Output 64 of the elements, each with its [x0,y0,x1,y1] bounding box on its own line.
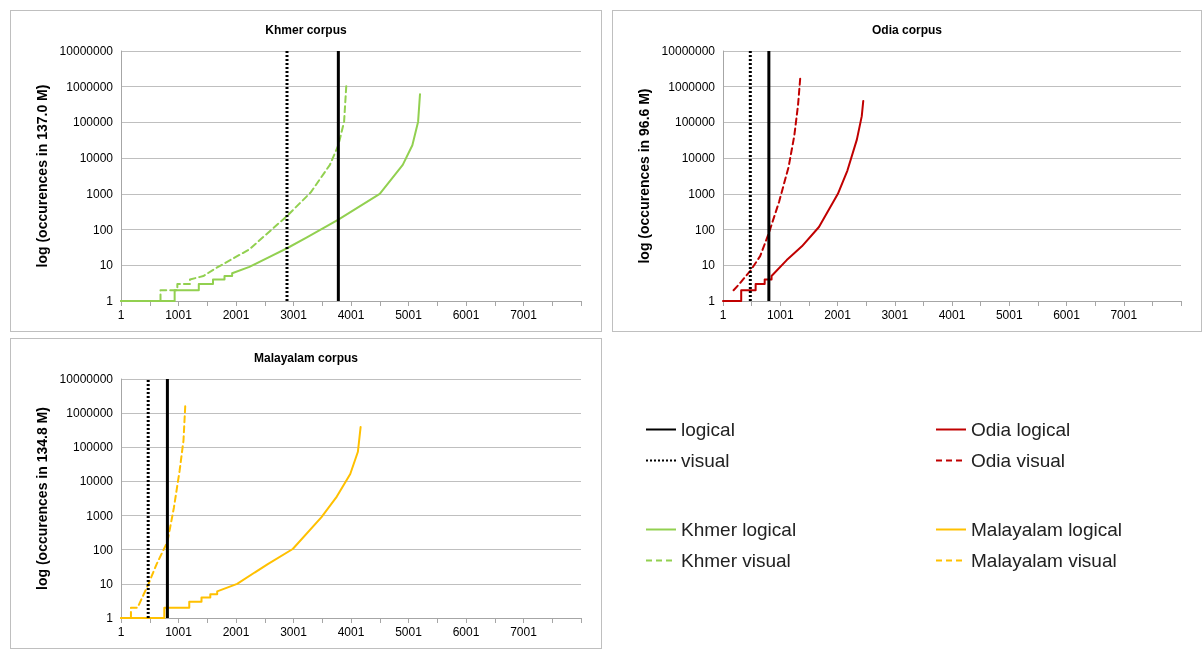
x-tick-label: 3001 [280,308,308,322]
x-tick-label: 1001 [165,308,193,322]
x-tick-label: 6001 [452,625,480,639]
y-tick-label: 10 [99,576,114,591]
y-axis-title: log (occurences in 134.8 M) [33,407,50,590]
y-tick-label: 1000 [86,508,114,523]
y-tick-label: 1000 [688,186,716,201]
x-tick-label: 4001 [337,308,365,322]
x-tick-label: 5001 [995,308,1023,322]
legend-label: Odia visual [971,450,1065,471]
chart-title: Odia corpus [871,23,943,37]
line-series [732,75,802,292]
x-tick-label: 4001 [337,625,365,639]
x-tick-label: 4001 [938,308,966,322]
x-tick-label: 1 [719,308,727,322]
y-tick-label: 1 [106,611,114,625]
y-tick-label: 100 [92,222,114,237]
legend-label: visual [681,450,730,471]
x-tick-label: 2001 [824,308,852,322]
x-tick-label: 6001 [452,308,480,322]
y-tick-label: 10000000 [59,44,114,58]
x-tick-label: 7001 [1110,308,1138,322]
y-tick-label: 1000 [86,186,114,201]
x-tick-label: 2001 [222,308,250,322]
y-tick-label: 1 [708,294,716,308]
line-series [722,99,865,302]
y-tick-label: 1000000 [66,406,114,421]
x-tick-label: 1 [117,308,125,322]
legend-label: Khmer visual [681,550,791,571]
x-tick-label: 3001 [881,308,909,322]
x-tick-label: 3001 [280,625,308,639]
y-tick-label: 100 [694,222,716,237]
y-tick-label: 10000000 [661,44,716,58]
y-tick-label: 100000 [674,115,716,130]
y-tick-label: 1 [106,294,114,308]
legend-label: logical [681,419,735,440]
x-tick-label: 6001 [1053,308,1081,322]
legend-label: Malayalam logical [971,519,1123,540]
x-tick-label: 7001 [510,625,538,639]
chart-title: Khmer corpus [265,23,347,37]
legend-label: Odia logical [971,419,1071,440]
x-tick-label: 1 [117,625,125,639]
x-tick-label: 1001 [766,308,794,322]
y-tick-label: 10000 [681,151,716,166]
y-axis-title: log (occurences in 96.6 M) [635,88,652,264]
x-tick-label: 2001 [222,625,250,639]
y-tick-label: 10 [99,258,114,273]
y-tick-label: 1000000 [66,79,114,94]
x-tick-label: 5001 [395,625,423,639]
y-tick-label: 10000000 [59,372,114,386]
legend-label: Malayalam visual [971,550,1117,571]
y-axis-title: log (occurences in 137.0 M) [33,84,50,268]
x-tick-label: 5001 [395,308,423,322]
y-tick-label: 10000 [79,151,114,166]
chart-title: Malayalam corpus [253,351,359,365]
y-tick-label: 100000 [72,440,114,455]
y-tick-label: 100 [92,542,114,557]
y-tick-label: 10 [701,258,716,273]
y-tick-label: 1000000 [668,79,716,94]
y-tick-label: 100000 [72,115,114,130]
legend-label: Khmer logical [681,519,797,540]
x-tick-label: 7001 [510,308,538,322]
y-tick-label: 10000 [79,474,114,489]
x-tick-label: 1001 [165,625,193,639]
